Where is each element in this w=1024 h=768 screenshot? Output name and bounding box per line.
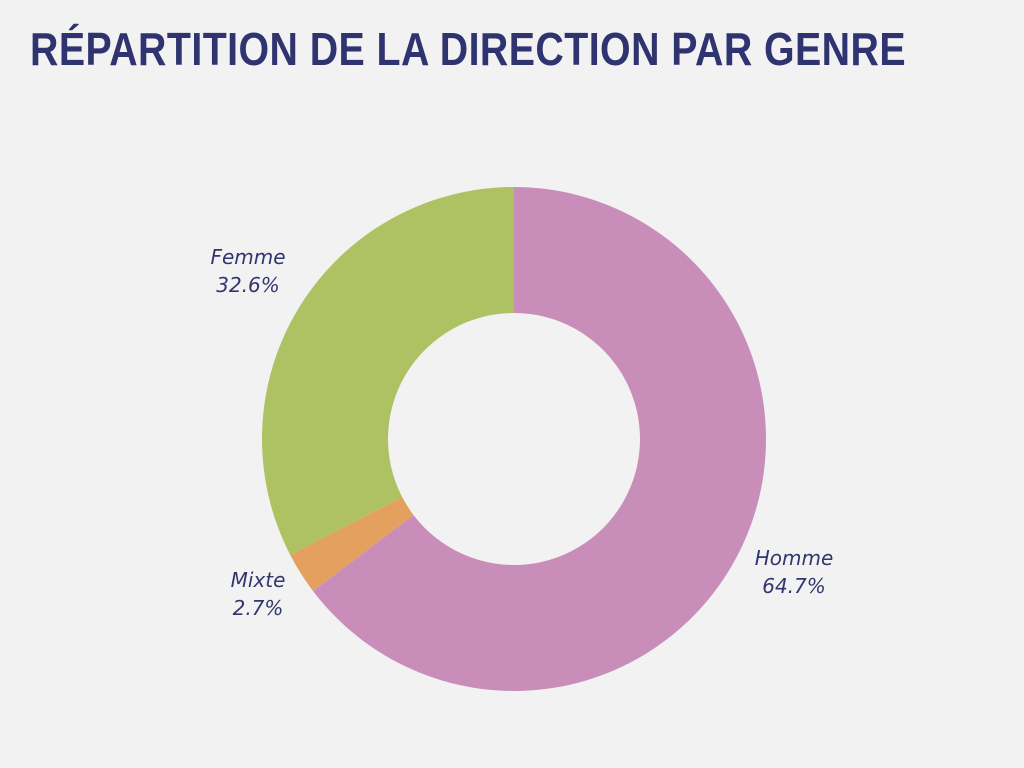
slice-value-femme: 32.6% bbox=[216, 273, 280, 297]
slice-mixte bbox=[290, 496, 414, 591]
chart-title: RÉPARTITION DE LA DIRECTION PAR GENRE bbox=[30, 23, 907, 75]
slice-label-mixte: Mixte bbox=[231, 568, 286, 592]
slice-value-mixte: 2.7% bbox=[233, 596, 284, 620]
slice-femme bbox=[262, 187, 514, 555]
slice-label-homme: Homme bbox=[755, 546, 834, 570]
slice-value-homme: 64.7% bbox=[762, 574, 826, 598]
slice-homme bbox=[312, 187, 767, 691]
slice-label-femme: Femme bbox=[210, 245, 285, 269]
